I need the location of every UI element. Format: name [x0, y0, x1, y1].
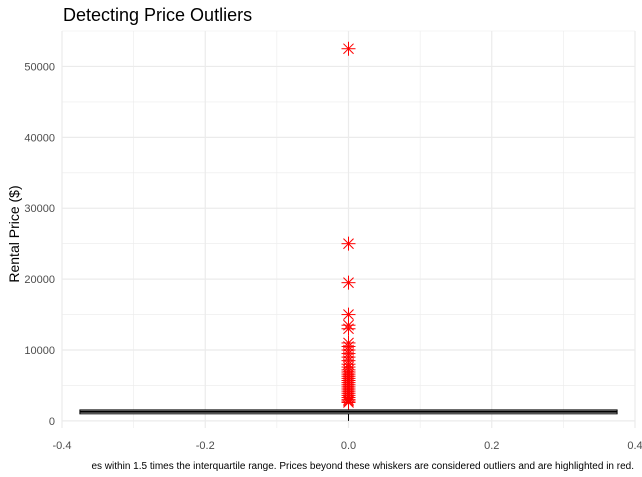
- outlier-point: [341, 275, 356, 290]
- y-axis-ticks: 0 10000 20000 30000 40000 50000: [24, 61, 55, 427]
- y-tick-label: 0: [49, 416, 55, 428]
- x-tick-label: 0.2: [484, 440, 499, 452]
- outlier-point: [341, 321, 356, 336]
- x-tick-label: 0.0: [341, 440, 356, 452]
- y-tick-label: 50000: [24, 61, 55, 73]
- y-axis-title: Rental Price ($): [6, 185, 22, 282]
- y-tick-label: 30000: [24, 203, 55, 215]
- x-tick-label: -0.2: [196, 440, 215, 452]
- x-axis-ticks: -0.4 -0.2 0.0 0.2 0.4: [53, 440, 642, 452]
- y-tick-label: 40000: [24, 132, 55, 144]
- outlier-point: [341, 395, 356, 410]
- y-tick-label: 20000: [24, 274, 55, 286]
- y-tick-label: 10000: [24, 345, 55, 357]
- outlier-point: [341, 41, 356, 56]
- x-tick-label: 0.4: [627, 440, 642, 452]
- x-tick-label: -0.4: [53, 440, 72, 452]
- outlier-point: [341, 236, 356, 251]
- chart-title: Detecting Price Outliers: [63, 5, 252, 25]
- chart-caption: es within 1.5 times the interquartile ra…: [91, 461, 634, 472]
- outlier-points: [341, 41, 356, 410]
